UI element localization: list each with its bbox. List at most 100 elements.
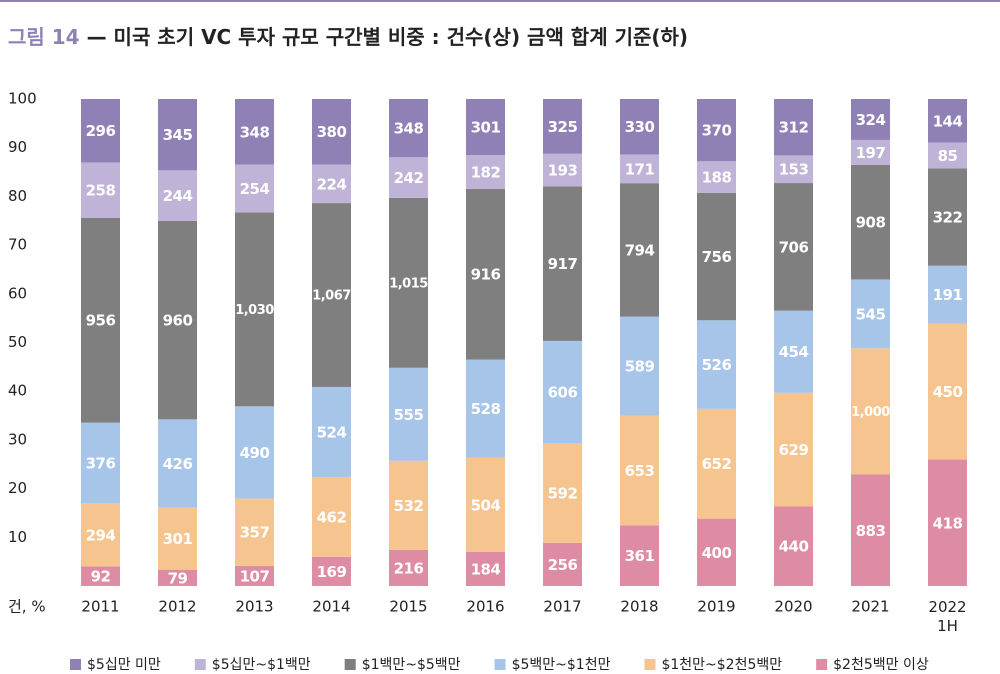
bar-segment [81, 99, 120, 163]
bar-segment [697, 408, 736, 519]
data-label: 256 [548, 556, 578, 574]
data-label: 85 [938, 147, 958, 165]
x-tick-label: 2016 [466, 598, 504, 616]
data-label: 345 [163, 126, 193, 144]
bar-segment [697, 161, 736, 193]
data-label: 188 [702, 169, 732, 187]
data-label: 361 [625, 547, 655, 565]
data-label: 296 [86, 122, 116, 140]
bar-segment [620, 316, 659, 416]
bar-segment [389, 367, 428, 461]
data-label: 324 [856, 111, 886, 129]
data-label: 462 [317, 509, 347, 527]
x-tick-label: 2012 [158, 598, 196, 616]
data-label: 1,015 [389, 276, 428, 291]
data-label: 242 [394, 169, 424, 187]
bar-segment [235, 99, 274, 165]
bar-segment [851, 99, 890, 140]
bar-segment [466, 188, 505, 360]
data-label: 426 [163, 455, 193, 473]
y-tick-label: 10 [8, 528, 27, 546]
y-tick-label: 90 [8, 138, 27, 156]
data-label: 440 [779, 538, 809, 556]
x-tick-label: 2015 [389, 598, 427, 616]
legend-label: $2천5백만 이상 [833, 657, 929, 673]
data-label: 370 [702, 122, 732, 140]
data-label: 197 [856, 144, 886, 162]
bar-segment [389, 157, 428, 198]
data-label: 169 [317, 563, 347, 581]
bar-segment [466, 359, 505, 458]
legend-swatch [344, 659, 356, 670]
data-label: 1,000 [851, 405, 890, 420]
data-label: 182 [471, 164, 501, 182]
bar-segment [774, 506, 813, 586]
x-tick-label: 2014 [312, 598, 350, 616]
bar-segment [697, 192, 736, 321]
chart-title: — 미국 초기 VC 투자 규모 구간별 비중 : 건수(상) 금액 합계 기준… [87, 25, 688, 49]
bar-segment [158, 220, 197, 420]
bar-segment [928, 99, 967, 143]
y-tick-label: 60 [8, 284, 27, 302]
bar-segment [158, 507, 197, 570]
data-label: 144 [933, 112, 963, 130]
bar-segment [158, 419, 197, 508]
data-label: 908 [856, 214, 886, 232]
x-tick-label: 2018 [620, 598, 658, 616]
bar-segment [158, 170, 197, 221]
top-rule [0, 0, 1000, 2]
bar-segment [235, 565, 274, 586]
bar-segment [312, 99, 351, 165]
x-tick-label: 2019 [697, 598, 735, 616]
data-label: 504 [471, 496, 501, 514]
bar-segment [697, 320, 736, 409]
bar-segment [851, 348, 890, 475]
data-label: 606 [548, 383, 578, 401]
data-label: 532 [394, 497, 424, 515]
bar-segment [312, 477, 351, 557]
data-label: 450 [933, 383, 963, 401]
data-label: 454 [779, 343, 809, 361]
chart-title-group: 그림 14 — 미국 초기 VC 투자 규모 구간별 비중 : 건수(상) 금액… [8, 25, 688, 49]
data-label: 79 [168, 569, 188, 587]
figure-label: 그림 14 [8, 25, 80, 49]
data-label: 258 [86, 182, 116, 200]
y-tick-label: 100 [8, 90, 37, 108]
data-label: 528 [471, 400, 501, 418]
data-label: 653 [625, 462, 655, 480]
data-label: 376 [86, 454, 116, 472]
legend-label: $5십만~$1백만 [212, 657, 311, 673]
bar-segment [81, 162, 120, 218]
bar-segment [235, 498, 274, 566]
data-label: 652 [702, 455, 732, 473]
x-tick-label: 2022 1H [928, 598, 966, 635]
legend-swatch [494, 659, 506, 670]
data-label: 883 [856, 522, 886, 540]
y-tick-label: 40 [8, 382, 27, 400]
data-label: 348 [240, 123, 270, 141]
bar-segment [466, 457, 505, 552]
bar-segment [928, 168, 967, 266]
bar-segment [312, 556, 351, 586]
bar-segment [389, 549, 428, 586]
bar-segment [620, 154, 659, 184]
data-label: 322 [933, 208, 963, 226]
bar-segment [543, 340, 582, 444]
data-label: 1,030 [235, 303, 274, 318]
data-label: 916 [471, 266, 501, 284]
bar-segment [928, 265, 967, 324]
y-tick-label: 20 [8, 479, 27, 497]
legend-label: $1백만~$5백만 [362, 657, 461, 673]
bar-segment [774, 392, 813, 507]
data-label: 400 [702, 544, 732, 562]
data-label: 357 [240, 524, 270, 542]
bar-segment [697, 518, 736, 586]
bar-segment [928, 459, 967, 586]
y-tick-label: 30 [8, 430, 27, 448]
data-label: 330 [625, 118, 655, 136]
data-label: 301 [471, 119, 501, 137]
bar-segment [235, 212, 274, 407]
bar-segment [312, 164, 351, 204]
bar-segment [851, 279, 890, 349]
